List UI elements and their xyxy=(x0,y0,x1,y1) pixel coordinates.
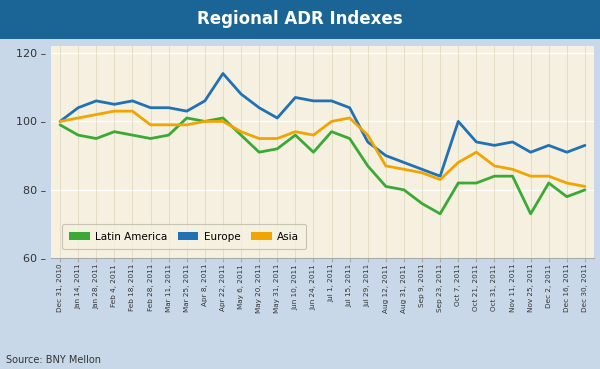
Text: Source: BNY Mellon: Source: BNY Mellon xyxy=(6,355,101,365)
Text: Regional ADR Indexes: Regional ADR Indexes xyxy=(197,10,403,28)
Legend: Latin America, Europe, Asia: Latin America, Europe, Asia xyxy=(62,224,306,249)
